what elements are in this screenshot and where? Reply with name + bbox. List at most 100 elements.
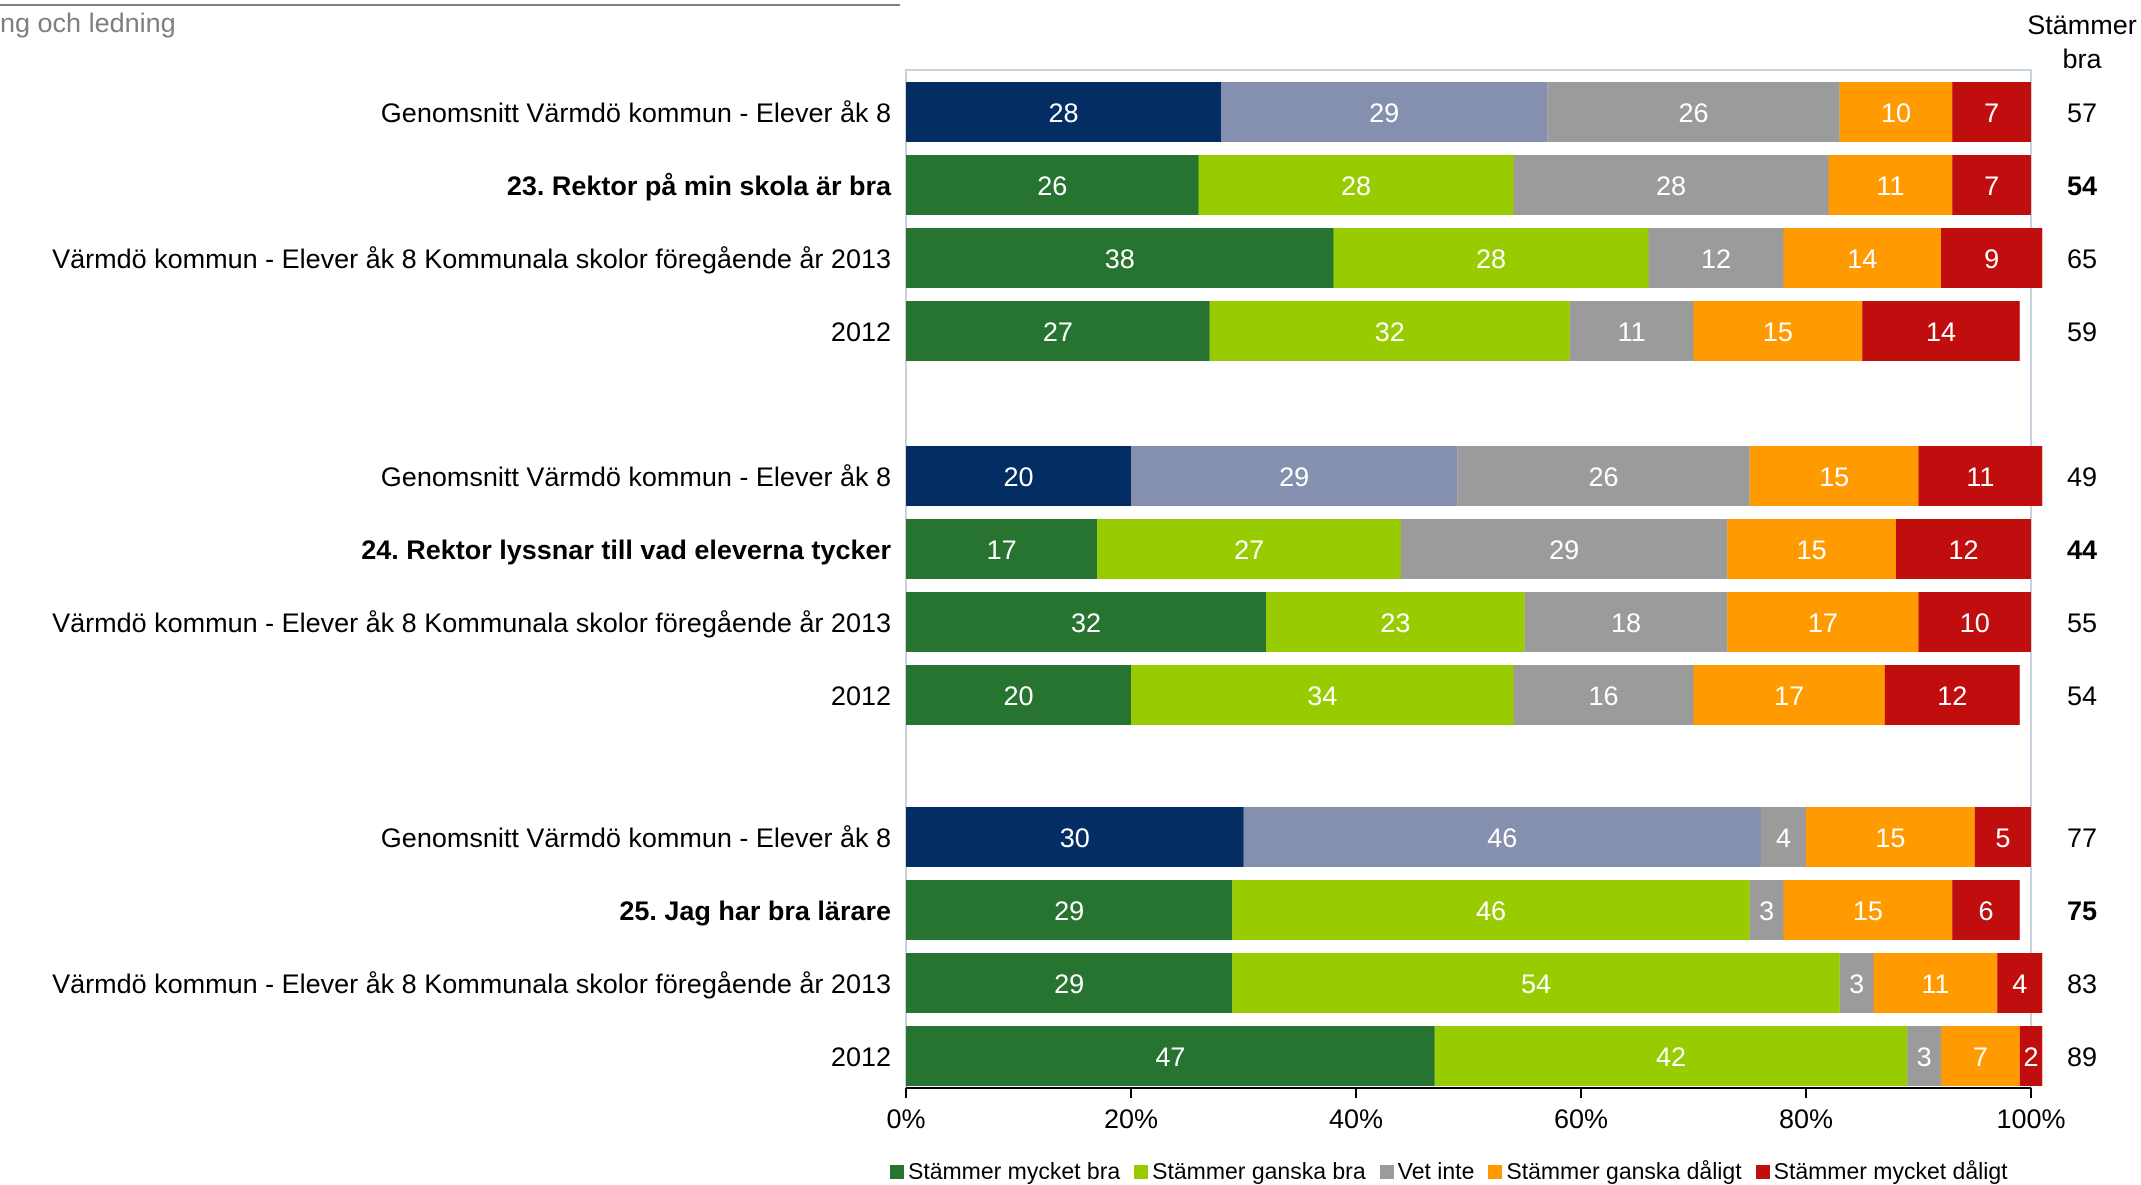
bar-segment [906, 155, 1199, 215]
category-label: 23. Rektor på min skola är bra [507, 171, 892, 201]
stammer-bra-value: 54 [2067, 681, 2097, 711]
data-label: 28 [1048, 98, 1078, 128]
data-label: 9 [1984, 244, 1999, 274]
data-label: 20 [1003, 462, 1033, 492]
legend-label: Stämmer mycket bra [908, 1158, 1121, 1184]
data-label: 11 [1966, 462, 1994, 492]
bar-segment [1761, 807, 1806, 867]
data-label: 17 [987, 535, 1017, 565]
data-label: 29 [1054, 896, 1084, 926]
bar-segment [1513, 665, 1694, 725]
category-label: Genomsnitt Värmdö kommun - Elever åk 8 [381, 462, 891, 492]
data-label: 15 [1853, 896, 1883, 926]
data-label: 15 [1797, 535, 1827, 565]
data-label: 5 [1995, 823, 2010, 853]
legend-swatch [890, 1164, 904, 1179]
data-label: 26 [1037, 171, 1067, 201]
bar-segment [1884, 665, 2020, 725]
category-label: 2012 [831, 1042, 891, 1072]
bar-segment [906, 953, 1233, 1013]
bar-segment [906, 519, 1098, 579]
category-label: 25. Jag har bra lärare [619, 896, 891, 926]
stammer-bra-value: 54 [2067, 171, 2097, 201]
bar-segment [1749, 880, 1784, 940]
data-label: 2 [2023, 1042, 2038, 1072]
bar-segment [1952, 155, 2031, 215]
category-label: 24. Rektor lyssnar till vad eleverna tyc… [361, 535, 891, 565]
bar-segment [1974, 807, 2031, 867]
stammer-bra-value: 59 [2067, 317, 2097, 347]
category-label: Värmdö kommun - Elever åk 8 Kommunala sk… [52, 244, 891, 274]
legend-label: Stämmer ganska bra [1152, 1158, 1366, 1184]
data-label: 14 [1847, 244, 1877, 274]
bar-segment [2019, 1026, 2043, 1086]
data-label: 10 [1960, 608, 1990, 638]
data-label: 30 [1060, 823, 1090, 853]
bar-segment [906, 807, 1244, 867]
data-label: 3 [1849, 969, 1864, 999]
stammer-bra-value: 49 [2067, 462, 2097, 492]
category-label: 2012 [831, 681, 891, 711]
data-label: 42 [1656, 1042, 1686, 1072]
stammer-bra-value: 65 [2067, 244, 2097, 274]
data-label: 28 [1341, 171, 1371, 201]
x-tick-label: 80% [1779, 1104, 1833, 1134]
data-label: 4 [1776, 823, 1791, 853]
bar-segment [1333, 228, 1649, 288]
data-label: 23 [1380, 608, 1410, 638]
data-label: 20 [1003, 681, 1033, 711]
legend-swatch [1134, 1164, 1149, 1179]
data-label: 26 [1678, 98, 1708, 128]
data-label: 7 [1973, 1042, 1988, 1072]
data-label: 29 [1369, 98, 1399, 128]
data-label: 29 [1054, 969, 1084, 999]
data-label: 34 [1307, 681, 1337, 711]
data-label: 47 [1155, 1042, 1185, 1072]
bar-segment [906, 82, 1221, 142]
data-label: 38 [1105, 244, 1135, 274]
bar-segment [1918, 446, 2043, 506]
stammer-bra-value: 77 [2067, 823, 2097, 853]
bar-segment [1693, 665, 1885, 725]
legend-entry: Stämmer ganska dåligt [1488, 1158, 1742, 1185]
bar-segment [1648, 228, 1784, 288]
data-label: 11 [1618, 317, 1646, 347]
bar-segment [1693, 301, 1863, 361]
legend-swatch [1379, 1164, 1394, 1179]
data-label: 17 [1808, 608, 1838, 638]
data-label: 46 [1487, 823, 1517, 853]
x-tick-label: 40% [1329, 1104, 1383, 1134]
data-label: 4 [2012, 969, 2027, 999]
category-label: Genomsnitt Värmdö kommun - Elever åk 8 [381, 98, 891, 128]
bar-segment [906, 301, 1210, 361]
chart-legend: Stämmer mycket bra Stämmer ganska bra Vet … [890, 1158, 2022, 1185]
category-label: Värmdö kommun - Elever åk 8 Kommunala sk… [52, 608, 891, 638]
bar-segment [1862, 301, 2020, 361]
legend-label: Stämmer ganska dåligt [1506, 1158, 1742, 1184]
bar-segment [1907, 1026, 1941, 1086]
stammer-bra-value: 44 [2067, 535, 2097, 565]
category-label: 2012 [831, 317, 891, 347]
bar-segment [1232, 880, 1750, 940]
legend-entry: Stämmer mycket bra [890, 1158, 1120, 1185]
data-label: 26 [1588, 462, 1618, 492]
data-label: 46 [1476, 896, 1506, 926]
bar-segment [1401, 519, 1728, 579]
bar-segment [1783, 228, 1941, 288]
bar-segment [1783, 880, 1953, 940]
data-label: 54 [1521, 969, 1551, 999]
data-label: 12 [1948, 535, 1978, 565]
bar-segment [906, 228, 1334, 288]
category-label: Genomsnitt Värmdö kommun - Elever åk 8 [381, 823, 891, 853]
legend-swatch [1755, 1164, 1770, 1179]
legend-entry: Stämmer ganska bra [1134, 1158, 1366, 1185]
bar-segment [1952, 82, 2031, 142]
stammer-bra-value: 57 [2067, 98, 2097, 128]
legend-label: Vet inte [1397, 1158, 1475, 1184]
stammer-bra-value: 89 [2067, 1042, 2097, 1072]
bar-segment [1097, 519, 1401, 579]
bar-segment [1198, 155, 1514, 215]
bar-segment [1547, 82, 1840, 142]
bar-segment [1524, 592, 1728, 652]
